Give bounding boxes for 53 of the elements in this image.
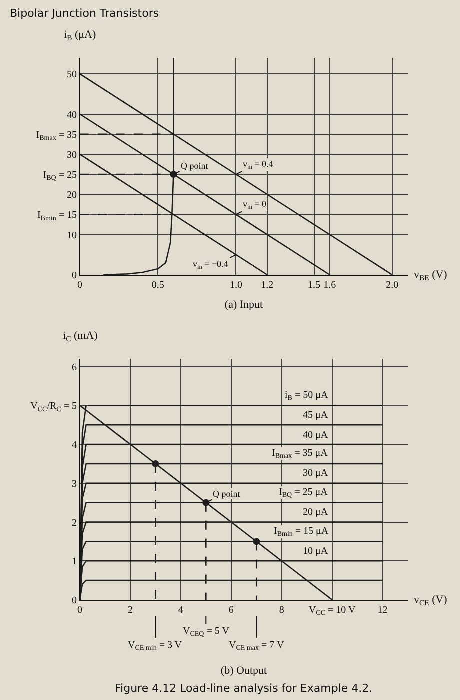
x-tick-label: 6 [228,605,234,616]
series-label: 10 μA [303,546,329,557]
x-tick-label: 1.2 [261,280,274,291]
text: (a) Input [224,298,264,311]
x-tick-label: 12 [378,605,388,616]
series-label: 40 μA [303,430,329,441]
annotation: V$_{CE max}$ = 7 V [229,640,285,652]
series-label: 45 μA [303,410,329,421]
y-tick-label: 0 [72,596,77,606]
y-tick-label: I$_{BQ}$ = 25 [43,170,77,182]
y-tick-label: 10 [67,230,77,242]
annotation: v$_{in}$ = 0 [243,199,267,211]
y-tick-label: 4 [72,440,77,452]
series-label: 30 μA [303,468,329,479]
y-tick-label: 20 [67,190,77,202]
y-tick-label: 1 [72,556,77,568]
annotation: v$_{in}$ = 0.4 [243,159,274,171]
text: Bipolar Junction Transistors [10,7,160,20]
x-tick-label: 2.0 [386,280,399,291]
y-tick-label: 3 [72,478,77,490]
caption: Figure 4.12 Load-line analysis for Example 4.2. [115,682,373,695]
y-axis-title: i$_{C}$ (mA) [63,330,98,344]
text: (b) Output [220,664,268,677]
x-tick-label: V$_{CC}$ = 10 V [308,605,356,618]
series-label: I$_{Bmax}$ = 35 μA [272,448,329,460]
x-tick-label: 4 [178,605,184,616]
y-tick-label: V$_{CC}$/R$_{C}$ = 5 [30,401,77,414]
annotation: v$_{in}$ = −0.4 [193,259,229,271]
annotation: Q point [181,161,209,171]
x-tick-label: 8 [279,605,284,616]
series-label: I$_{Bmin}$ = 15 μA [274,526,330,538]
annotation: V$_{CE min}$ = 3 V [128,640,183,652]
y-tick-label: I$_{Bmin}$ = 15 [37,210,77,222]
series-label: i$_{B}$ = 50 μA [285,390,329,402]
y-axis-title: i$_{B}$ (μA) [64,29,96,42]
y-tick-label: 40 [67,110,77,121]
y-tick-label: 30 [67,150,77,161]
annotation: V$_{CEQ}$ = 5 V [183,626,230,638]
x-tick-label: 0.5 [152,280,164,291]
y-tick-label: 0 [72,270,77,282]
x-tick-label: 1.6 [324,280,336,291]
y-tick-label: 6 [72,362,77,374]
y-tick-label: 2 [72,518,77,529]
x-axis-title: v$_{BE}$ (V) [414,269,448,282]
y-tick-label: 50 [67,70,77,81]
x-tick-label: 1.0 [230,280,242,291]
series-label: I$_{BQ}$ = 25 μA [279,487,329,500]
y-tick-label: I$_{Bmax}$ = 35 [36,130,77,142]
x-tick-label: 1.5 [308,280,321,291]
x-axis-title: v$_{CE}$ (V) [414,594,448,608]
x-tick-label: 2 [128,605,133,616]
annotation: Q point [213,489,241,499]
series-label: 20 μA [303,507,329,518]
